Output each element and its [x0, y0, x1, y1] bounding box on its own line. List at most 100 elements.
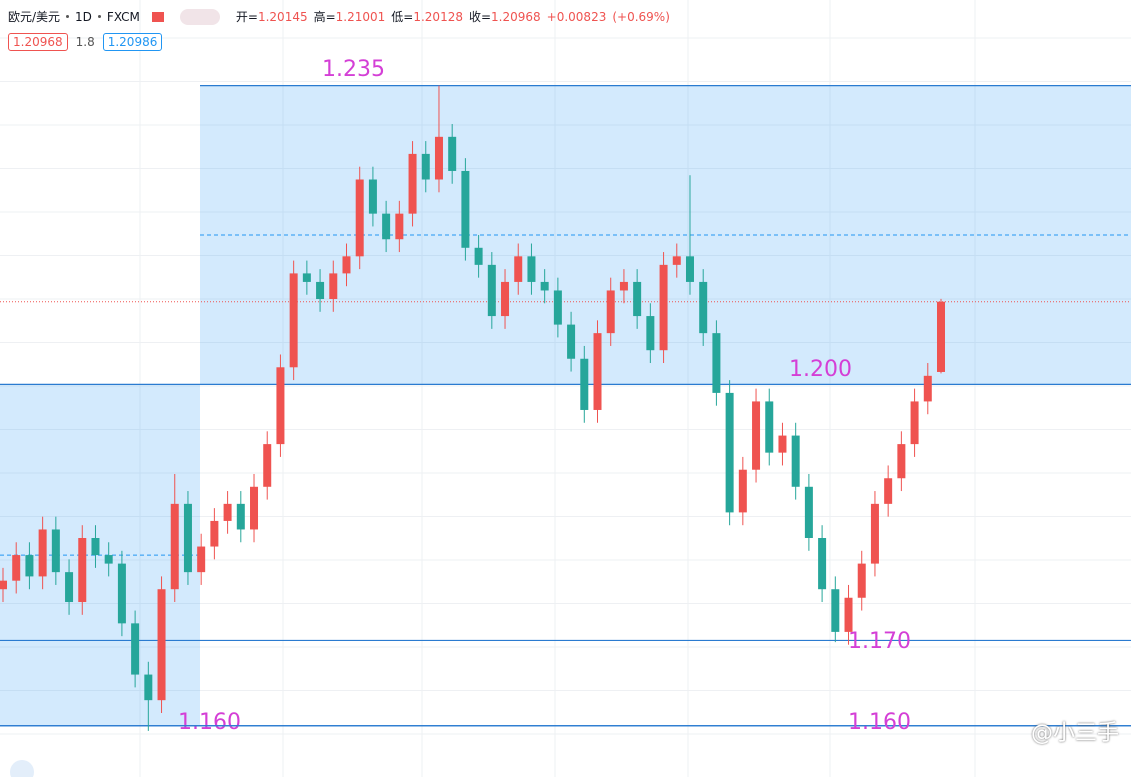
- candle-body: [884, 478, 893, 504]
- level-label: 1.160: [848, 710, 911, 735]
- candle-body: [170, 503, 179, 590]
- candle-body: [474, 247, 483, 265]
- candle-body: [580, 358, 589, 410]
- candle-body: [910, 401, 919, 445]
- candle-body: [897, 444, 906, 479]
- candle-body: [223, 503, 232, 521]
- ask[interactable]: 1.20986: [102, 33, 163, 51]
- toggle[interactable]: [179, 8, 220, 25]
- candle-body: [646, 316, 655, 351]
- candle-body: [553, 290, 562, 325]
- watermark: @小三手: [1030, 721, 1119, 746]
- close-value: 1.20968: [491, 10, 541, 24]
- candle-body: [804, 486, 813, 538]
- candle-body: [818, 538, 827, 590]
- candle-body: [25, 555, 34, 577]
- candle-body: [527, 256, 536, 282]
- flag-icon[interactable]: [151, 11, 164, 22]
- candle-body: [51, 529, 60, 573]
- bid[interactable]: 1.20968: [8, 33, 68, 51]
- open-value: 1.20145: [257, 10, 308, 24]
- candle-body: [725, 392, 734, 513]
- candle-body: [937, 301, 945, 372]
- candle-body: [276, 367, 285, 445]
- low-value: 1.20128: [413, 10, 463, 24]
- candle-body: [342, 256, 351, 274]
- candle-body: [355, 179, 364, 257]
- candle-body: [408, 153, 417, 214]
- candle-body: [395, 213, 404, 240]
- candle-body: [540, 281, 549, 291]
- open-label: 开=: [235, 10, 258, 24]
- candle-body: [844, 597, 853, 632]
- candle-body: [104, 555, 113, 564]
- candle-body: [633, 281, 642, 317]
- candle-body: [144, 674, 153, 701]
- logo-icon: [10, 760, 34, 777]
- candle-body: [659, 264, 668, 351]
- candle-body: [157, 589, 166, 701]
- interval[interactable]: 1D: [75, 9, 92, 24]
- candle-body: [699, 281, 708, 334]
- candle-body: [78, 538, 87, 603]
- candle-body: [91, 538, 100, 556]
- candle-body: [250, 486, 259, 530]
- candle-body: [117, 563, 126, 624]
- source: FXCM: [106, 9, 140, 24]
- candle-body: [131, 623, 140, 675]
- candle-body: [421, 153, 430, 180]
- candle-body: [831, 589, 840, 632]
- level-label: 1.200: [789, 357, 852, 382]
- candle-body: [752, 401, 761, 470]
- spread: 1.8: [75, 35, 95, 49]
- candle-body: [461, 170, 470, 248]
- candle-body: [619, 281, 628, 291]
- quote-row: 1.20968 1.8 1.20986: [8, 33, 163, 51]
- candle-body: [236, 503, 245, 530]
- close-label: 收=: [468, 10, 492, 24]
- candle-body: [197, 546, 206, 573]
- candle-body: [923, 375, 932, 402]
- symbol: 欧元/美元: [8, 10, 61, 24]
- candle-body: [593, 333, 602, 410]
- candle-body: [765, 401, 774, 453]
- header: 欧元/美元 1D FXCM 开=1.20145 高=1.21001 低=1.20…: [8, 8, 670, 25]
- candle-body: [183, 503, 192, 573]
- level-label: 1.235: [322, 57, 385, 82]
- high-value: 1.21001: [335, 10, 386, 24]
- change: +0.00823: [546, 9, 607, 24]
- separator: [97, 15, 101, 18]
- candle-body: [870, 503, 879, 564]
- candle-body: [448, 136, 457, 171]
- separator: [66, 15, 70, 18]
- candle-body: [0, 580, 7, 590]
- level-label: 1.160: [178, 710, 241, 735]
- candle-body: [738, 469, 747, 513]
- candle-body: [487, 264, 496, 317]
- candle-body: [685, 256, 694, 282]
- candle-body: [210, 520, 219, 547]
- candle-body: [778, 435, 787, 453]
- candle-body: [316, 281, 325, 299]
- candle-body: [567, 324, 576, 359]
- candle-body: [606, 290, 615, 334]
- candle-body: [65, 572, 74, 603]
- level-label: 1.170: [848, 629, 911, 654]
- low-label: 低=: [391, 10, 414, 24]
- candle-body: [791, 435, 800, 487]
- candle-body: [329, 273, 338, 299]
- candle-body: [382, 213, 391, 240]
- candle-body: [263, 444, 272, 487]
- candle-body: [302, 273, 311, 282]
- candle-body: [12, 555, 21, 581]
- candle-body: [712, 333, 721, 393]
- candle-body: [857, 563, 866, 598]
- candle-body: [672, 256, 681, 265]
- candle-body: [38, 529, 47, 577]
- candle-body: [434, 136, 443, 180]
- high-label: 高=: [313, 10, 336, 24]
- candle-body: [289, 273, 298, 368]
- candle-body: [501, 281, 510, 317]
